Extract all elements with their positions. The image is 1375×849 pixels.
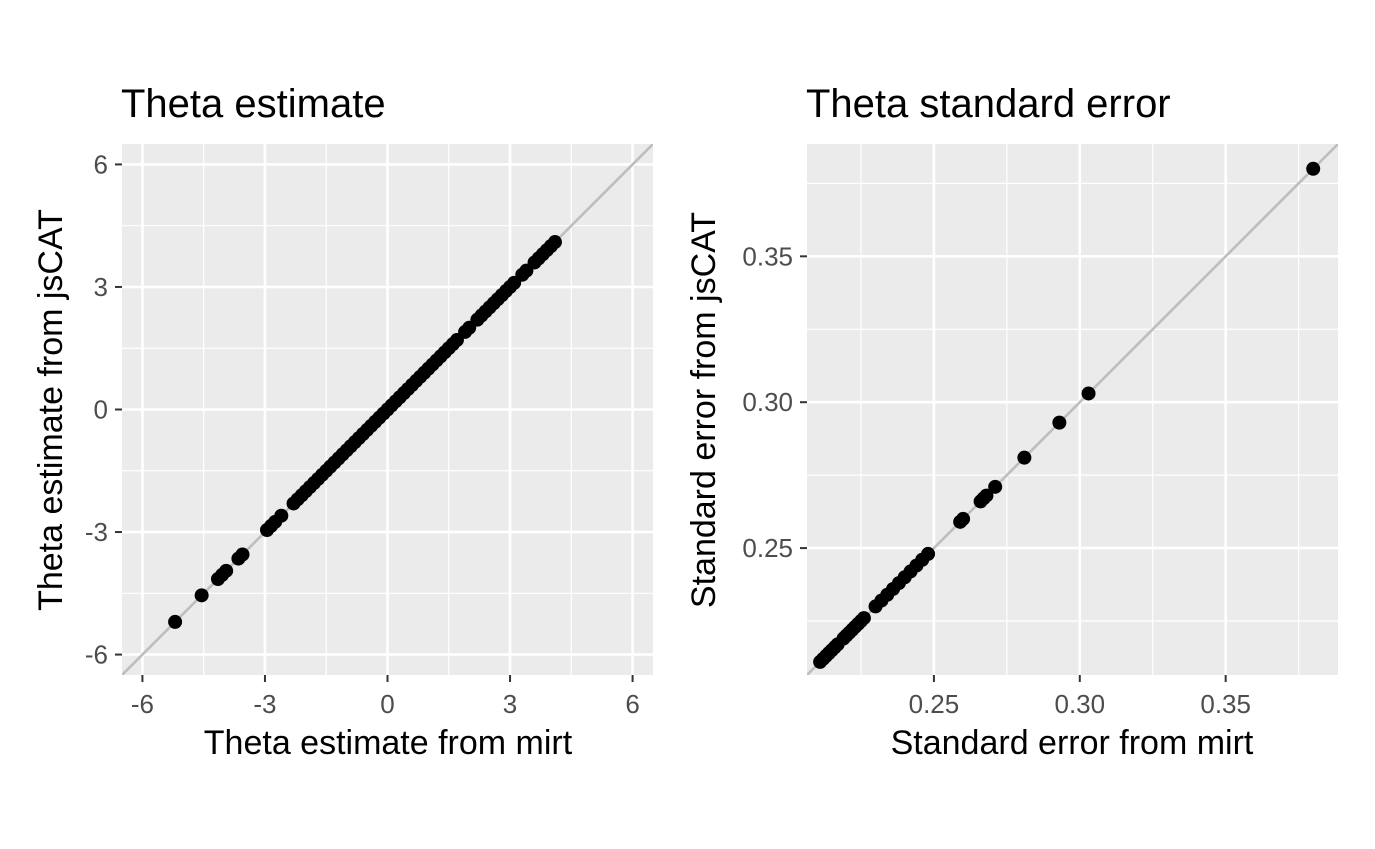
standard-error-point bbox=[979, 488, 994, 503]
standard-error-x-axis-label: Standard error from mirt bbox=[891, 724, 1254, 762]
standard-error-point bbox=[956, 511, 971, 526]
theta-estimate-y-axis-label: Theta estimate from jsCAT bbox=[32, 209, 70, 611]
standard-error-y-ticks: 0.25 0.30 0.35 bbox=[742, 241, 807, 563]
theta-estimate-x-tick-label: -3 bbox=[253, 689, 276, 719]
theta-estimate-y-tick-label: 6 bbox=[94, 149, 108, 179]
standard-error-panel: Theta standard error 0.25 0.30 0.35 0.250.… bbox=[685, 82, 1338, 762]
standard-error-point bbox=[921, 546, 936, 561]
theta-estimate-panel: Theta estimate -6 -3 0 3 6 -6 -3 0 3 6 Theta est… bbox=[32, 82, 653, 762]
standard-error-point bbox=[1052, 415, 1067, 430]
theta-estimate-x-tick-label: 0 bbox=[380, 689, 394, 719]
standard-error-point bbox=[988, 479, 1003, 494]
theta-estimate-y-tick-label: -3 bbox=[85, 517, 108, 547]
theta-estimate-y-tick-label: 0 bbox=[94, 395, 108, 425]
theta-estimate-point bbox=[547, 235, 562, 250]
standard-error-point bbox=[1017, 450, 1032, 465]
standard-error-x-tick-label: 0.35 bbox=[1200, 689, 1251, 719]
theta-estimate-y-tick-label: -6 bbox=[85, 640, 108, 670]
theta-estimate-x-ticks: -6 -3 0 3 6 bbox=[131, 675, 640, 719]
standard-error-y-tick-label: 0.30 bbox=[742, 387, 793, 417]
standard-error-point bbox=[856, 611, 871, 626]
theta-estimate-point bbox=[168, 614, 183, 629]
theta-estimate-point bbox=[194, 588, 209, 603]
theta-estimate-point bbox=[274, 508, 289, 523]
theta-estimate-point bbox=[235, 547, 250, 562]
theta-estimate-y-tick-label: 3 bbox=[94, 272, 108, 302]
standard-error-gridlines bbox=[807, 144, 1338, 675]
standard-error-point bbox=[1306, 161, 1321, 176]
standard-error-x-ticks: 0.25 0.30 0.35 bbox=[909, 675, 1251, 719]
theta-estimate-x-tick-label: -6 bbox=[131, 689, 154, 719]
standard-error-x-tick-label: 0.30 bbox=[1054, 689, 1105, 719]
theta-estimate-x-tick-label: 3 bbox=[503, 689, 517, 719]
theta-estimate-x-tick-label: 6 bbox=[625, 689, 639, 719]
theta-estimate-points bbox=[168, 235, 562, 629]
standard-error-points bbox=[813, 161, 1321, 669]
theta-estimate-y-ticks: -6 -3 0 3 6 bbox=[85, 149, 122, 670]
standard-error-y-axis-label: Standard error from jsCAT bbox=[685, 212, 723, 608]
theta-estimate-point bbox=[219, 563, 234, 578]
standard-error-title: Theta standard error bbox=[806, 82, 1171, 126]
standard-error-x-tick-label: 0.25 bbox=[909, 689, 960, 719]
theta-estimate-title: Theta estimate bbox=[121, 82, 386, 126]
theta-estimate-x-axis-label: Theta estimate from mirt bbox=[204, 724, 573, 762]
standard-error-y-tick-label: 0.35 bbox=[742, 241, 793, 271]
standard-error-point bbox=[1081, 386, 1096, 401]
standard-error-y-tick-label: 0.25 bbox=[742, 533, 793, 563]
